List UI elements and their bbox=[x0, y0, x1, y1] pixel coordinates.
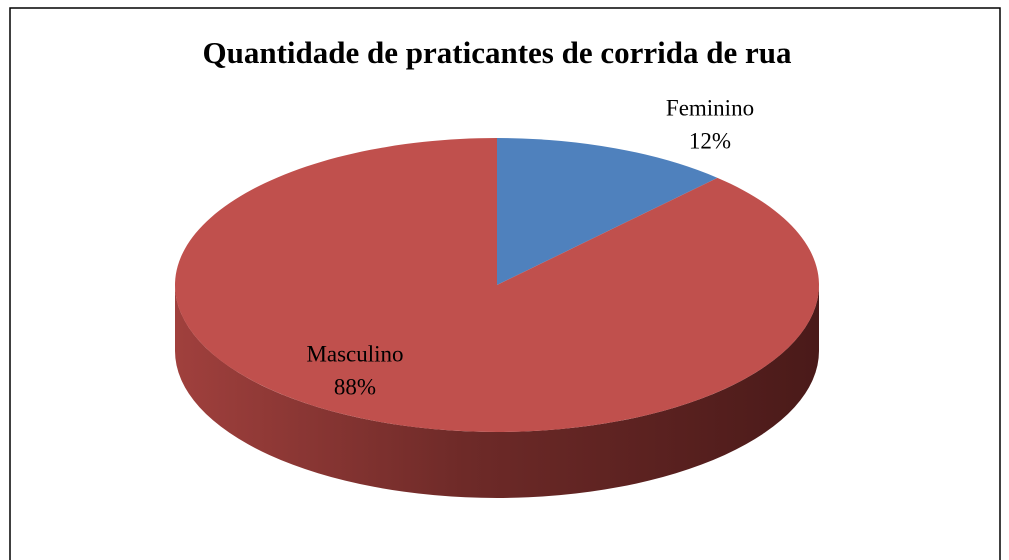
chart-title: Quantidade de praticantes de corrida de … bbox=[203, 35, 792, 70]
slice-side bbox=[175, 285, 819, 498]
data-label-name: Feminino bbox=[666, 95, 754, 120]
slice bbox=[175, 138, 819, 432]
slice bbox=[497, 138, 718, 285]
data-label-name: Masculino bbox=[306, 341, 403, 366]
data-label-value: 12% bbox=[689, 128, 731, 153]
data-label-value: 88% bbox=[334, 374, 376, 399]
